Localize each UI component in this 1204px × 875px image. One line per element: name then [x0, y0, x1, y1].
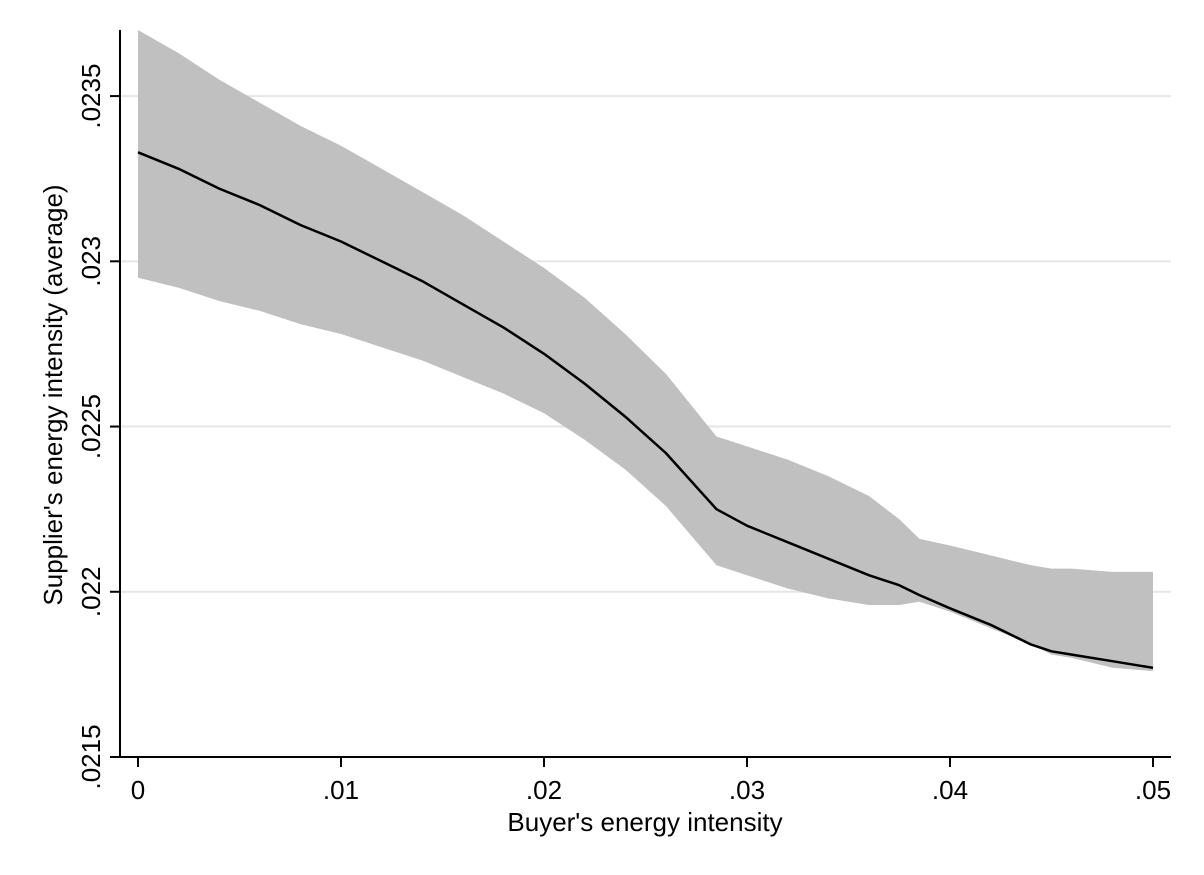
axes	[119, 30, 1171, 758]
x-tick-label-2: .02	[526, 775, 562, 805]
x-axis-ticks: 0 .01 .02 .03 .04 .05	[131, 757, 1171, 805]
fit-line-layer	[137, 151, 1154, 670]
confidence-band	[138, 30, 1153, 672]
x-tick-label-4: .04	[932, 775, 968, 805]
y-axis-ticks: .0215 .022 .0225 .023 .0235	[76, 64, 120, 790]
x-tick-label-0: 0	[131, 775, 145, 805]
x-tick-label-3: .03	[729, 775, 765, 805]
y-tick-label-0: .0215	[76, 724, 106, 789]
x-axis-title: Buyer's energy intensity	[507, 807, 782, 837]
x-tick-label-1: .01	[323, 775, 359, 805]
fit-line	[137, 151, 1154, 670]
y-tick-label-1: .022	[76, 566, 106, 617]
y-axis-title: Supplier's energy intensity (average)	[38, 184, 68, 605]
y-tick-label-4: .0235	[76, 64, 106, 129]
y-tick-label-2: .0225	[76, 394, 106, 459]
confidence-band-layer	[138, 30, 1153, 672]
y-tick-label-3: .023	[76, 236, 106, 287]
x-tick-label-5: .05	[1135, 775, 1171, 805]
